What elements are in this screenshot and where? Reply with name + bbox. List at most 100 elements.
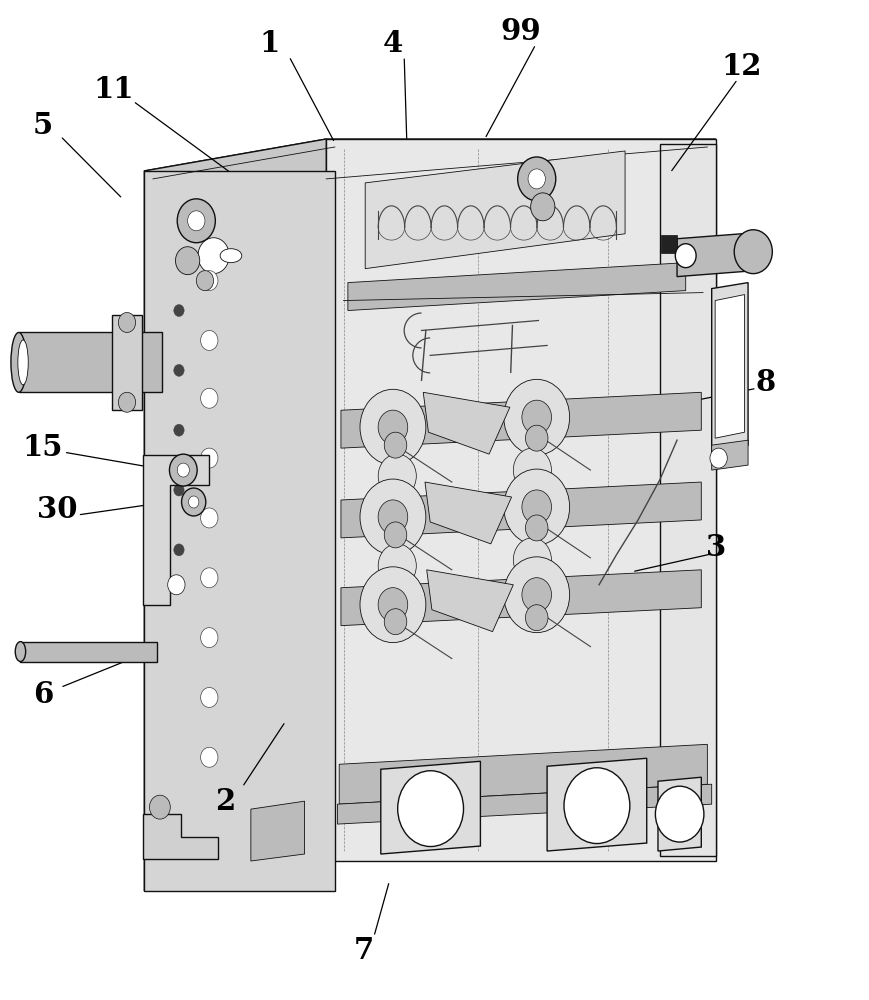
Circle shape [522, 490, 552, 524]
Circle shape [518, 157, 556, 201]
Polygon shape [427, 570, 514, 632]
Circle shape [378, 500, 408, 534]
Circle shape [201, 747, 218, 767]
Polygon shape [251, 801, 304, 861]
Ellipse shape [18, 340, 28, 385]
Circle shape [174, 544, 184, 556]
Text: 15: 15 [23, 433, 63, 462]
Circle shape [526, 425, 548, 451]
Circle shape [169, 454, 197, 486]
Circle shape [384, 522, 407, 548]
Text: 1: 1 [260, 29, 280, 58]
Circle shape [174, 484, 184, 496]
Circle shape [201, 508, 218, 528]
Circle shape [526, 515, 548, 541]
Circle shape [504, 557, 570, 633]
Polygon shape [547, 758, 647, 851]
Text: 6: 6 [33, 680, 53, 709]
Polygon shape [660, 144, 716, 856]
Polygon shape [425, 482, 512, 544]
Circle shape [201, 271, 218, 291]
Circle shape [378, 544, 416, 588]
Circle shape [522, 400, 552, 434]
Text: 3: 3 [706, 533, 726, 562]
Polygon shape [144, 171, 335, 891]
Circle shape [360, 567, 426, 643]
Polygon shape [348, 263, 686, 311]
Circle shape [189, 496, 199, 508]
Circle shape [168, 575, 185, 595]
Circle shape [398, 771, 463, 847]
Circle shape [531, 193, 555, 221]
Polygon shape [144, 139, 326, 891]
Circle shape [177, 463, 189, 477]
Polygon shape [712, 283, 748, 452]
Circle shape [182, 488, 206, 516]
Polygon shape [365, 151, 625, 269]
Polygon shape [19, 332, 162, 392]
Circle shape [360, 479, 426, 555]
Polygon shape [143, 814, 218, 859]
Circle shape [528, 169, 546, 189]
Polygon shape [144, 139, 716, 171]
Circle shape [201, 448, 218, 468]
Ellipse shape [220, 249, 242, 263]
Circle shape [522, 578, 552, 612]
Circle shape [201, 568, 218, 588]
Circle shape [177, 199, 216, 243]
Polygon shape [381, 761, 481, 854]
Circle shape [174, 305, 184, 317]
Polygon shape [337, 784, 712, 824]
Polygon shape [423, 392, 510, 454]
Polygon shape [21, 642, 157, 662]
Circle shape [149, 795, 170, 819]
Circle shape [201, 388, 218, 408]
Circle shape [655, 786, 704, 842]
Circle shape [378, 588, 408, 622]
Circle shape [378, 410, 408, 444]
Circle shape [514, 538, 552, 582]
Circle shape [734, 230, 773, 274]
Ellipse shape [11, 332, 27, 392]
Text: 7: 7 [354, 936, 374, 965]
Polygon shape [112, 315, 142, 410]
Circle shape [118, 313, 136, 332]
Circle shape [201, 687, 218, 707]
Circle shape [174, 364, 184, 376]
Polygon shape [339, 744, 707, 804]
Polygon shape [143, 455, 209, 605]
Circle shape [504, 379, 570, 455]
Circle shape [675, 244, 696, 268]
Circle shape [564, 768, 630, 844]
Circle shape [201, 628, 218, 648]
Polygon shape [715, 295, 745, 438]
Bar [661, 235, 677, 253]
Circle shape [504, 469, 570, 545]
Text: 4: 4 [382, 29, 403, 58]
Circle shape [198, 238, 229, 274]
Polygon shape [341, 570, 701, 626]
Text: 5: 5 [33, 111, 53, 140]
Text: 12: 12 [722, 52, 762, 81]
Text: 2: 2 [215, 787, 235, 816]
Circle shape [360, 389, 426, 465]
Text: 11: 11 [94, 75, 134, 104]
Circle shape [201, 330, 218, 350]
Polygon shape [326, 139, 716, 861]
Polygon shape [658, 777, 701, 851]
Circle shape [188, 211, 205, 231]
Polygon shape [677, 233, 755, 277]
Text: 99: 99 [501, 17, 541, 46]
Circle shape [378, 454, 416, 498]
Polygon shape [712, 440, 748, 470]
Ellipse shape [16, 642, 26, 662]
Circle shape [384, 432, 407, 458]
Circle shape [710, 448, 727, 468]
Circle shape [384, 609, 407, 635]
Circle shape [174, 424, 184, 436]
Text: 30: 30 [37, 495, 78, 524]
Circle shape [196, 271, 214, 291]
Circle shape [176, 247, 200, 275]
Polygon shape [341, 482, 701, 538]
Text: 8: 8 [755, 368, 775, 397]
